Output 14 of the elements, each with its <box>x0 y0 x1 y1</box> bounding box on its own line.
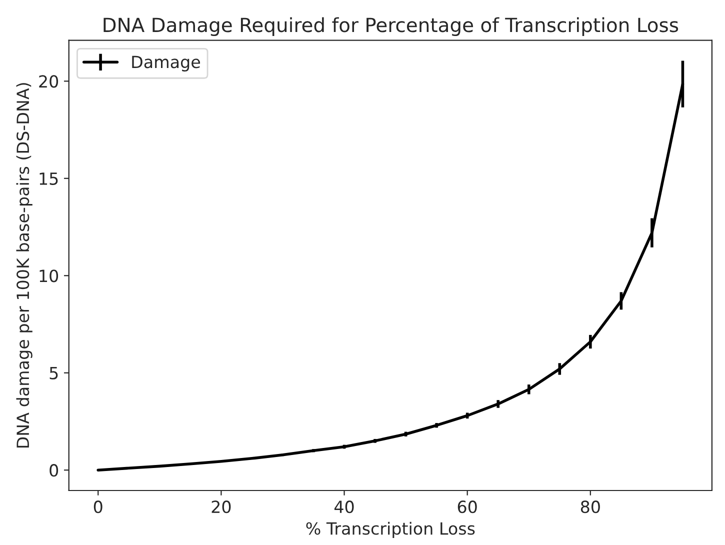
chart-title: DNA Damage Required for Percentage of Transcription Loss <box>104 17 678 36</box>
x-axis-title: % Transcription Loss <box>306 522 475 538</box>
x-tick-label: 80 <box>580 500 600 514</box>
x-tick-label: 40 <box>334 500 354 514</box>
y-tick-label: 0 <box>50 464 58 477</box>
y-tick-label: 15 <box>40 172 58 185</box>
x-tick-label: 0 <box>94 500 102 514</box>
legend-label: Damage <box>132 56 200 72</box>
y-tick-label: 20 <box>39 75 58 88</box>
x-tick-label: 20 <box>212 500 231 514</box>
y-axis-title: DNA damage per 100K base-pairs (DS-DNA) <box>16 83 32 448</box>
y-tick-label: 5 <box>50 367 58 380</box>
y-tick-label: 10 <box>40 270 58 282</box>
x-tick-label: 60 <box>458 500 477 514</box>
